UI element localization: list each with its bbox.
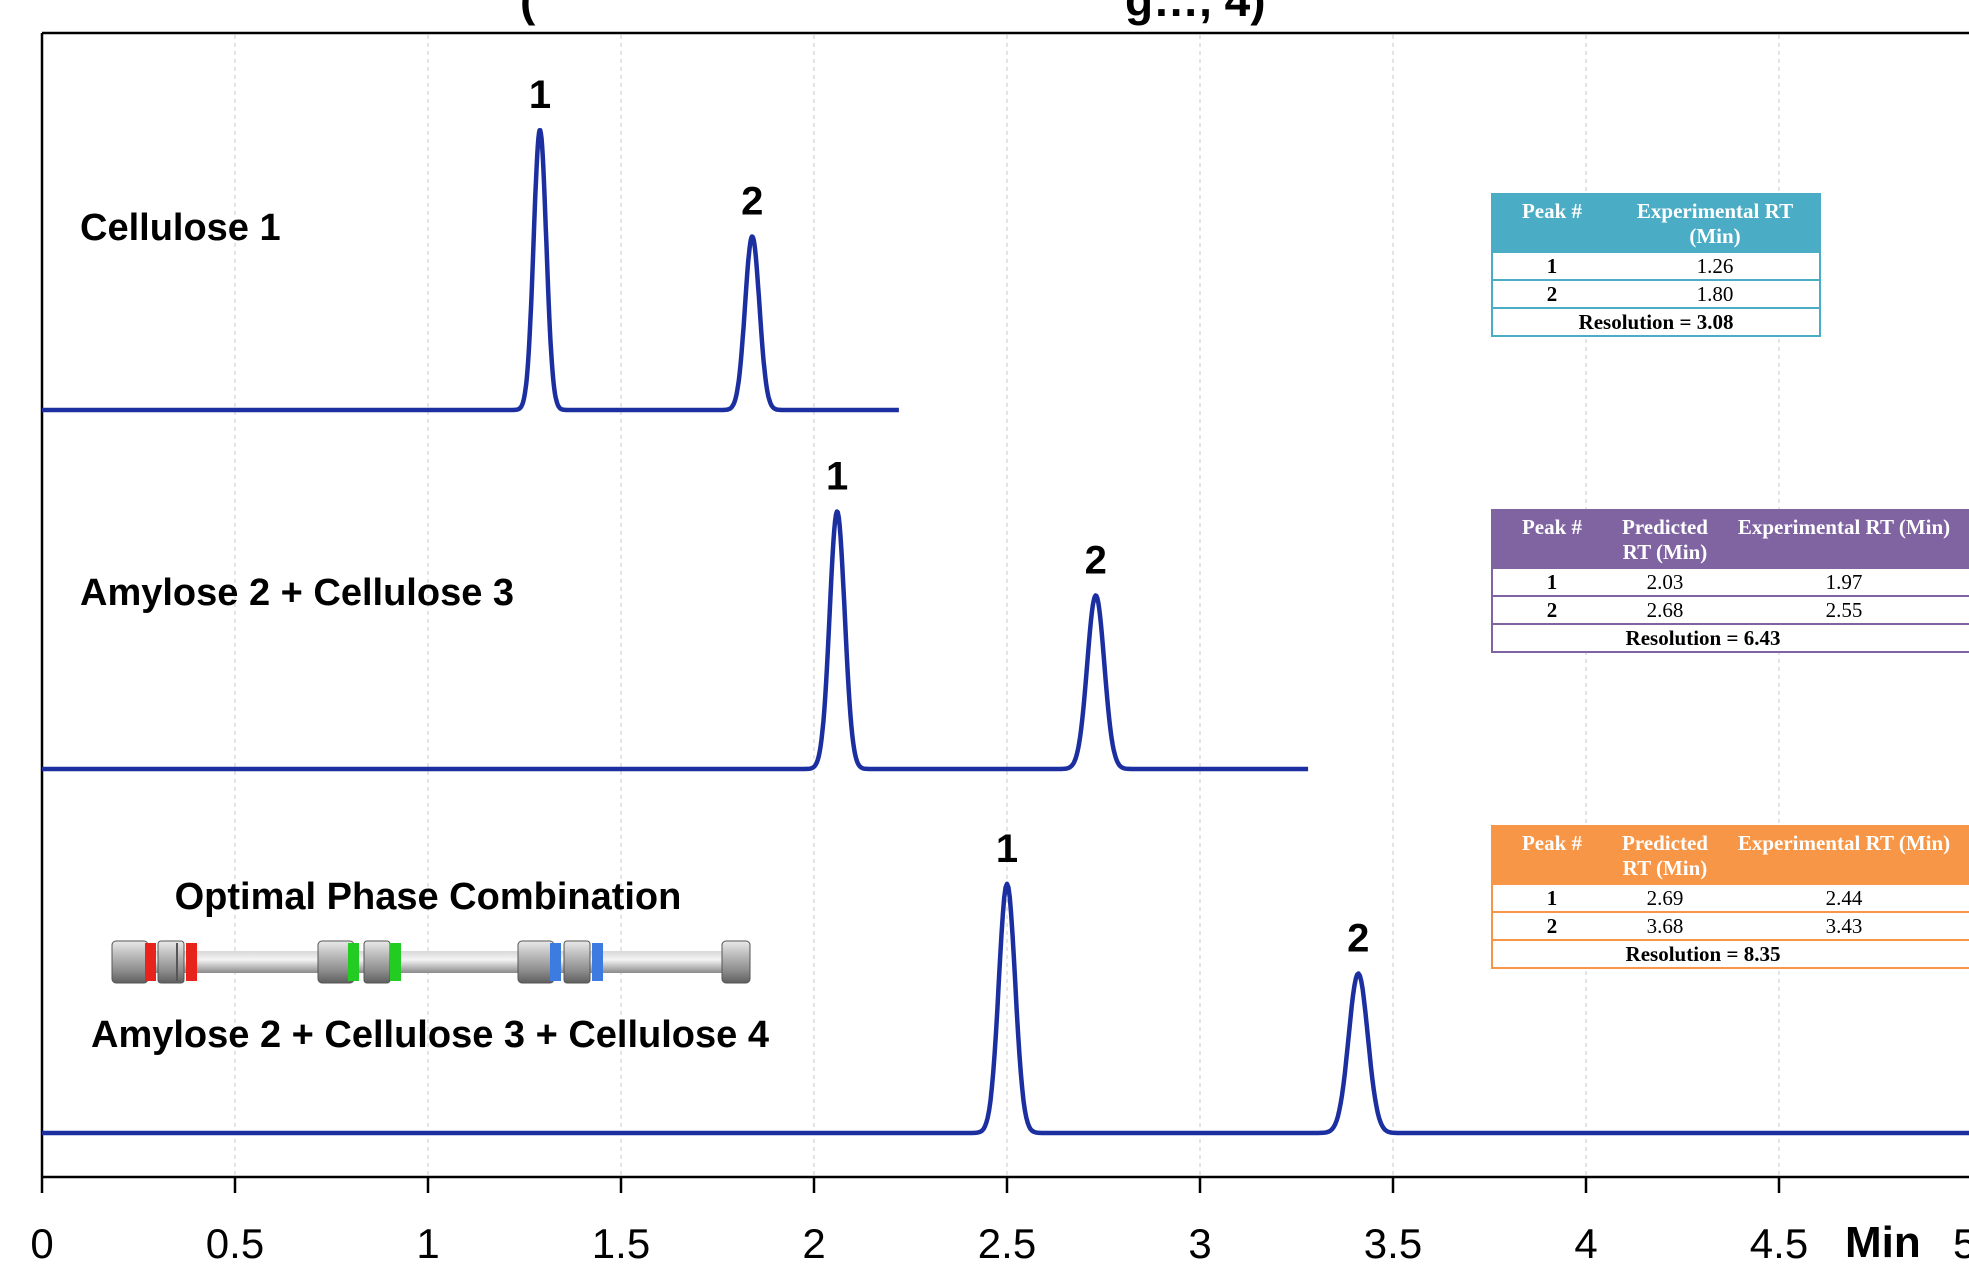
table-row: 2 2.68 2.55 [1492, 595, 1969, 624]
peak-label: 2 [1347, 916, 1369, 960]
peak-number: 2 [1492, 595, 1611, 624]
table-row: 2 3.68 3.43 [1492, 911, 1969, 940]
resolution-value: Resolution = 8.35 [1492, 939, 1969, 968]
chart-title-fragment: ( [520, 0, 536, 26]
header-predicted-rt: Predicted RT (Min) [1611, 826, 1719, 884]
column-illustration [111, 940, 751, 984]
header-peak: Peak # [1492, 194, 1611, 252]
chromatogram-trace [40, 509, 1310, 772]
resolution-row: Resolution = 3.08 [1492, 307, 1820, 336]
resolution-row: Resolution = 8.35 [1492, 939, 1969, 968]
x-tick-label: 4.5 [1750, 1220, 1808, 1267]
x-tick-label: 4 [1574, 1220, 1597, 1267]
experimental-rt: 1.26 [1611, 251, 1820, 280]
x-tick-label: 1 [416, 1220, 439, 1267]
x-tick-label-partial: 5 [1953, 1220, 1969, 1267]
peak-number: 1 [1492, 883, 1611, 912]
x-tick-label: 3.5 [1364, 1220, 1422, 1267]
header-peak: Peak # [1492, 826, 1611, 884]
header-predicted-rt: Predicted RT (Min) [1611, 510, 1719, 568]
experimental-rt: 1.80 [1611, 279, 1820, 308]
peak-number: 2 [1492, 279, 1611, 308]
chromatogram-traces [40, 128, 1969, 1136]
trace-name-2: Amylose 2 + Cellulose 3 [80, 572, 514, 614]
rt-table-optimal-combination: Peak # Predicted RT (Min) Experimental R… [1491, 825, 1969, 969]
chromatogram-trace [40, 128, 901, 413]
peak-number: 2 [1492, 911, 1611, 940]
header-experimental-rt: Experimental RT (Min) [1611, 194, 1820, 252]
peak-label: 2 [1085, 538, 1107, 582]
table-row: 2 1.80 [1492, 279, 1820, 308]
x-tick-label: 0.5 [206, 1220, 264, 1267]
peak-number: 1 [1492, 567, 1611, 596]
x-tick-label: 1.5 [592, 1220, 650, 1267]
x-tick-label: 2 [802, 1220, 825, 1267]
rt-table-amylose-cellulose: Peak # Predicted RT (Min) Experimental R… [1491, 509, 1969, 653]
peak-label: 2 [741, 179, 763, 223]
x-axis-title: Min [1845, 1218, 1921, 1267]
peak-number: 1 [1492, 251, 1611, 280]
trace-name-1: Cellulose 1 [80, 207, 281, 249]
header-experimental-rt: Experimental RT (Min) [1719, 826, 1969, 884]
x-tick-label: 0 [30, 1220, 53, 1267]
table-header-row: Peak # Experimental RT (Min) [1492, 194, 1820, 252]
table-header-row: Peak # Predicted RT (Min) Experimental R… [1492, 510, 1969, 568]
resolution-value: Resolution = 3.08 [1492, 307, 1820, 336]
predicted-rt: 2.68 [1611, 595, 1719, 624]
peak-label: 1 [826, 454, 848, 498]
experimental-rt: 3.43 [1719, 911, 1969, 940]
peak-label: 1 [996, 827, 1018, 871]
experimental-rt: 2.55 [1719, 595, 1969, 624]
chromatogram-trace [41, 881, 1969, 1136]
chart-title-fragment-tail: g…, 4) [1125, 0, 1266, 26]
trace-name-3: Amylose 2 + Cellulose 3 + Cellulose 4 [91, 1014, 769, 1056]
optimal-phase-label: Optimal Phase Combination [175, 876, 682, 918]
predicted-rt: 3.68 [1611, 911, 1719, 940]
experimental-rt: 2.44 [1719, 883, 1969, 912]
x-tick-label: 3 [1188, 1220, 1211, 1267]
table-header-row: Peak # Predicted RT (Min) Experimental R… [1492, 826, 1969, 884]
resolution-row: Resolution = 6.43 [1492, 623, 1969, 652]
header-experimental-rt: Experimental RT (Min) [1719, 510, 1969, 568]
header-peak: Peak # [1492, 510, 1611, 568]
table-row: 1 2.69 2.44 [1492, 883, 1969, 912]
x-axis-ticks: 0 0.5 1 1.5 2 2.5 3 3.5 4 4.5 5 [30, 1177, 1969, 1267]
x-tick-label: 2.5 [978, 1220, 1036, 1267]
experimental-rt: 1.97 [1719, 567, 1969, 596]
peak-labels: 1 2 1 2 1 2 [529, 73, 1370, 960]
predicted-rt: 2.69 [1611, 883, 1719, 912]
table-row: 1 2.03 1.97 [1492, 567, 1969, 596]
predicted-rt: 2.03 [1611, 567, 1719, 596]
peak-label: 1 [529, 73, 551, 117]
table-row: 1 1.26 [1492, 251, 1820, 280]
rt-table-cellulose-1: Peak # Experimental RT (Min) 1 1.26 2 1.… [1491, 193, 1821, 337]
resolution-value: Resolution = 6.43 [1492, 623, 1969, 652]
